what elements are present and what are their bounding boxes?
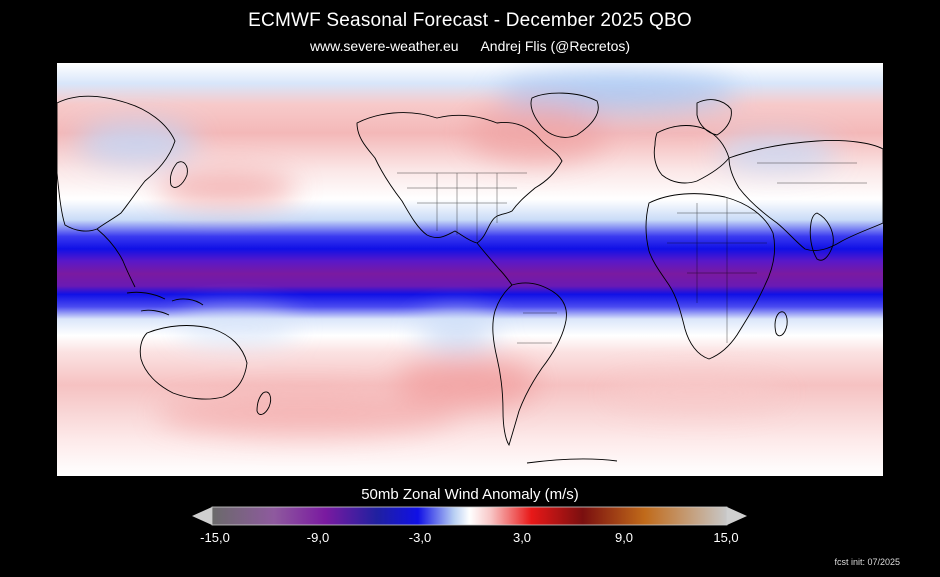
colorbar-tick-label: -3,0: [408, 530, 432, 545]
colorbar-tick-label: 3,0: [512, 530, 532, 545]
regional-anomalies: [77, 73, 837, 435]
colorbar-tick-label: -15,0: [200, 530, 230, 545]
political-borders: [397, 162, 867, 344]
anomaly-map: [56, 63, 884, 476]
website-credit: www.severe-weather.eu: [309, 38, 459, 54]
colorbar-tick-label: 15,0: [713, 530, 739, 545]
credits-line: www.severe-weather.eu Andrej Flis (@Recr…: [0, 38, 940, 54]
colorbar-gradient: [211, 506, 728, 526]
colorbar-left-arrow: [192, 507, 212, 525]
colorbar-labels: -15,0 -9,0 -3,0 3,0 9,0 15,0: [192, 530, 747, 546]
colorbar-right-arrow: [727, 507, 747, 525]
forecast-init-label: fcst init: 07/2025: [834, 557, 900, 567]
colorbar-tick-label: 9,0: [614, 530, 634, 545]
coastlines: [56, 92, 884, 464]
colorbar-tick-label: -9,0: [306, 530, 330, 545]
legend-title: 50mb Zonal Wind Anomaly (m/s): [361, 486, 579, 503]
colorbar: [192, 506, 747, 526]
page-title: ECMWF Seasonal Forecast - December 2025 …: [248, 10, 692, 31]
author-credit: Andrej Flis (@Recretos): [480, 38, 631, 54]
anomaly-map-svg: [56, 63, 884, 476]
